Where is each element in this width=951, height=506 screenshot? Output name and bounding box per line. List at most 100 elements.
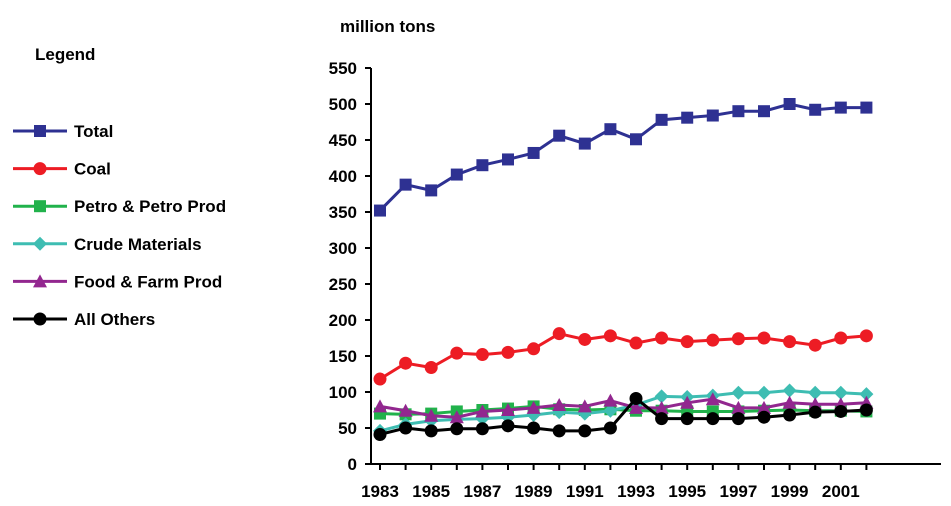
data-point — [475, 404, 490, 418]
data-point — [731, 412, 745, 426]
data-point — [731, 385, 746, 400]
data-point — [527, 421, 541, 435]
data-point — [501, 345, 515, 359]
y-tick-label: 150 — [329, 347, 357, 366]
y-tick-label: 350 — [329, 203, 357, 222]
data-point — [374, 204, 386, 217]
data-point — [552, 424, 566, 438]
data-point — [834, 101, 847, 114]
data-point — [552, 397, 567, 411]
data-point — [449, 410, 464, 424]
data-point — [603, 421, 617, 435]
data-point — [681, 111, 694, 124]
data-point — [604, 123, 617, 136]
legend-label: Coal — [74, 160, 111, 179]
x-tick-label: 1983 — [361, 482, 399, 501]
legend-swatch-marker — [33, 312, 47, 326]
y-tick-label: 0 — [348, 455, 357, 474]
data-point — [705, 392, 720, 406]
data-point — [706, 333, 720, 347]
y-tick-label: 200 — [329, 311, 357, 330]
data-point — [859, 387, 874, 402]
legend-item: All Others — [13, 310, 155, 329]
data-point — [476, 159, 489, 172]
data-point — [629, 400, 643, 414]
data-point — [680, 335, 694, 349]
data-point — [629, 336, 643, 350]
y-tick-label: 250 — [329, 275, 357, 294]
data-point — [654, 389, 669, 404]
data-point — [501, 419, 515, 433]
legend-label: Total — [74, 122, 113, 141]
data-point — [860, 101, 873, 114]
data-point — [399, 356, 413, 370]
data-point — [399, 178, 412, 191]
legend-label: Food & Farm Prod — [74, 272, 222, 291]
data-point — [450, 422, 464, 436]
x-tick-label: 1987 — [463, 482, 501, 501]
x-tick-label: 2001 — [822, 482, 860, 501]
x-tick-label: 1993 — [617, 482, 655, 501]
data-point — [706, 412, 720, 426]
data-point — [783, 98, 796, 110]
data-point — [809, 103, 822, 116]
y-tick-label: 50 — [338, 419, 357, 438]
y-tick-label: 300 — [329, 239, 357, 258]
data-point — [603, 393, 618, 407]
data-point — [833, 385, 848, 400]
data-point — [475, 422, 489, 436]
data-point — [424, 361, 438, 375]
series-line — [378, 102, 867, 212]
data-point — [424, 424, 438, 438]
legend: Total Coal Petro & Petro Prod Crude Materia… — [13, 122, 226, 329]
series-all-others — [373, 391, 873, 441]
legend-item: Food & Farm Prod — [13, 272, 222, 291]
series-line — [379, 397, 867, 419]
x-tick-label: 1985 — [412, 482, 450, 501]
data-point — [553, 129, 566, 142]
x-tick-label: 1989 — [515, 482, 553, 501]
legend-item: Petro & Petro Prod — [13, 197, 226, 216]
y-axis-unit-label: million tons — [340, 17, 435, 36]
legend-title: Legend — [35, 45, 95, 64]
data-point — [578, 332, 592, 346]
data-point — [603, 403, 618, 418]
data-point — [706, 109, 719, 122]
x-tick-label: 1999 — [771, 482, 809, 501]
y-tick-label: 500 — [329, 95, 357, 114]
legend-item: Crude Materials — [13, 235, 202, 254]
legend-item: Total — [13, 122, 113, 141]
data-point — [834, 404, 848, 418]
data-point — [731, 400, 746, 414]
data-point — [398, 403, 413, 417]
data-point — [782, 383, 797, 398]
data-point — [527, 342, 541, 356]
legend-swatch-marker — [33, 274, 47, 288]
data-point — [526, 400, 541, 414]
data-point — [655, 331, 669, 345]
data-point — [655, 113, 668, 126]
data-point — [373, 427, 387, 441]
data-point — [758, 105, 770, 118]
data-point — [629, 391, 643, 405]
y-tick-label: 400 — [329, 167, 357, 186]
data-point — [757, 385, 771, 400]
data-point — [577, 399, 592, 413]
data-point — [450, 168, 463, 181]
legend-swatch-marker — [34, 125, 46, 137]
data-point — [834, 331, 848, 345]
axes: 0 50 100 150 200 250 300 350 400 450 500 550 1983 198… — [329, 59, 941, 501]
data-point — [680, 412, 694, 426]
data-point — [859, 329, 873, 343]
y-tick-label: 100 — [329, 383, 357, 402]
data-point — [732, 105, 745, 118]
legend-swatch-marker — [33, 162, 47, 176]
data-point — [630, 133, 642, 146]
data-point — [475, 348, 489, 362]
data-point — [782, 395, 797, 409]
legend-label: Petro & Petro Prod — [74, 197, 226, 216]
y-tick-label: 550 — [329, 59, 357, 78]
data-point — [757, 410, 771, 424]
data-point — [450, 346, 464, 360]
data-point — [373, 399, 387, 413]
